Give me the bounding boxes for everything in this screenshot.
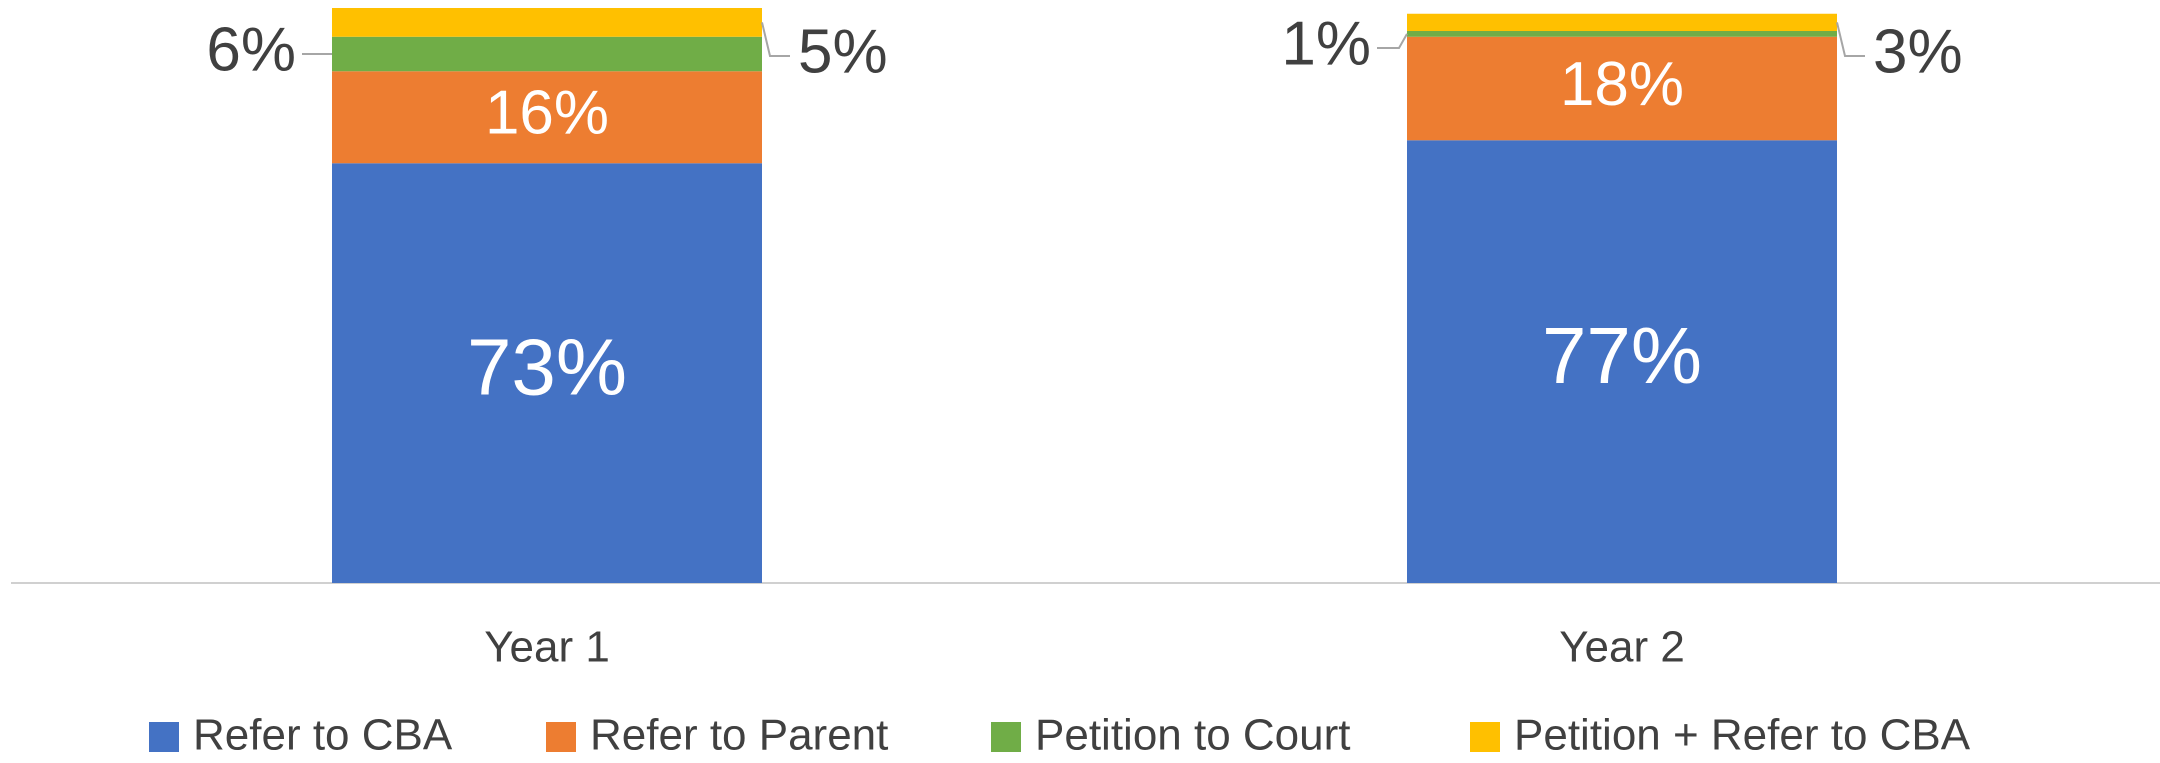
x-tick-label: Year 2 [1559,623,1685,672]
bar-segment [332,163,762,583]
data-label: 16% [485,79,609,148]
bar-segment [1407,36,1837,141]
bar-segment [1407,13,1837,31]
data-label: 3% [1873,17,1963,86]
data-label: 18% [1560,50,1684,119]
data-label: 1% [1281,9,1371,78]
data-label: 73% [467,322,627,411]
legend-swatch [991,722,1021,752]
legend-swatch [149,722,179,752]
data-label: 6% [206,15,296,84]
leader-line [1836,22,1865,57]
legend-label: Refer to CBA [193,711,453,758]
leader-line [1377,33,1408,49]
leader-line [761,22,790,57]
bar-segment [332,8,762,37]
legend-label: Petition + Refer to CBA [1514,711,1971,758]
legend-swatch [546,722,576,752]
legend-label: Petition to Court [1035,711,1351,758]
data-label: 5% [798,17,888,86]
bar-segment [1407,31,1837,37]
x-tick-label: Year 1 [484,623,610,672]
bar-segment [332,36,762,72]
bar-segment [332,71,762,164]
data-label: 77% [1542,311,1702,400]
bar-segment [1407,140,1837,583]
legend-swatch [1470,722,1500,752]
legend-label: Refer to Parent [590,711,888,758]
